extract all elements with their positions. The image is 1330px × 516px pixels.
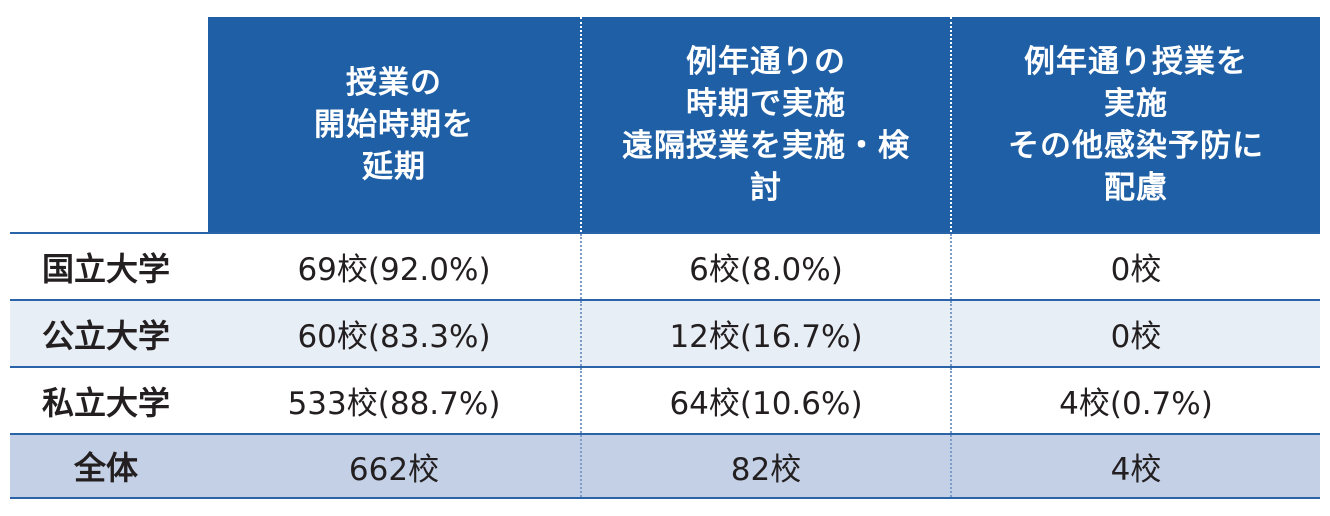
table-cell: 533校(88.7%): [208, 366, 581, 434]
column-header-line: 遠隔授業を実施・検: [622, 127, 910, 164]
table-row-public: 公立大学 60校(83.3%) 12校(16.7%) 0校: [10, 299, 1320, 367]
table-row-private: 私立大学 533校(88.7%) 64校(10.6%) 4校(0.7%): [10, 366, 1320, 434]
table-cell: 662校: [208, 433, 581, 499]
table-cell: 69校(92.0%): [208, 232, 581, 300]
column-header-line: 授業の: [346, 64, 442, 101]
row-label: 全体: [10, 433, 208, 499]
column-header-line: その他感染予防に: [1008, 127, 1264, 164]
column-header-line: 時期で実施: [686, 85, 846, 122]
table-cell: 0校: [950, 232, 1320, 300]
table-cell: 6校(8.0%): [580, 232, 951, 300]
column-header-line: 配慮: [1104, 169, 1168, 206]
header-row: 授業の 開始時期を 延期 例年通りの 時期で実施 遠隔授業を実施・検 討 例年通…: [10, 17, 1320, 233]
row-label: 国立大学: [10, 232, 208, 300]
table-cell: 4校: [950, 433, 1320, 499]
column-header-line: 実施: [1104, 85, 1168, 122]
column-header-postpone: 授業の 開始時期を 延期: [208, 17, 581, 233]
table-cell: 12校(16.7%): [580, 299, 951, 367]
row-label: 公立大学: [10, 299, 208, 367]
data-table: 授業の 開始時期を 延期 例年通りの 時期で実施 遠隔授業を実施・検 討 例年通…: [10, 17, 1320, 499]
corner-cell: [10, 17, 208, 233]
column-header-line: 延期: [362, 148, 426, 185]
column-header-line: 開始時期を: [314, 106, 474, 143]
table-cell: 64校(10.6%): [580, 366, 951, 434]
table-cell: 0校: [950, 299, 1320, 367]
table-cell: 82校: [580, 433, 951, 499]
table-row-total: 全体 662校 82校 4校: [10, 433, 1320, 499]
row-label: 私立大学: [10, 366, 208, 434]
column-header-line: 例年通りの: [686, 43, 846, 80]
column-header-line: 討: [750, 169, 782, 206]
table-row-national: 国立大学 69校(92.0%) 6校(8.0%) 0校: [10, 232, 1320, 300]
column-header-as-usual: 例年通り授業を 実施 その他感染予防に 配慮: [950, 17, 1320, 233]
column-header-line: 例年通り授業を: [1024, 43, 1248, 80]
table-cell: 4校(0.7%): [950, 366, 1320, 434]
column-header-remote: 例年通りの 時期で実施 遠隔授業を実施・検 討: [580, 17, 951, 233]
table-cell: 60校(83.3%): [208, 299, 581, 367]
